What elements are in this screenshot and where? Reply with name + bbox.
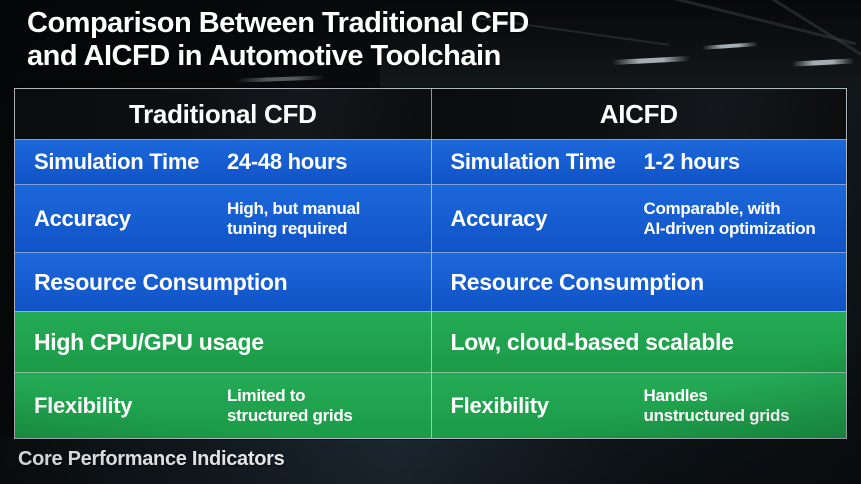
row-value-line1: Limited to: [227, 385, 306, 405]
page-title-line1: Comparison Between Traditional CFD: [27, 7, 529, 39]
row-value-line1: Comparable, with: [643, 198, 781, 218]
row-value: Handles unstructured grids: [644, 386, 847, 426]
row-label: Accuracy: [34, 205, 131, 231]
row-value-line2: structured grids: [227, 405, 353, 425]
cell-aicfd-accuracy: Accuracy Comparable, with AI-driven opti…: [430, 184, 847, 252]
column-header-traditional-cfd: Traditional CFD: [15, 89, 431, 139]
row-value-line1: Handles: [643, 385, 708, 405]
cell-aicfd-resource-consumption: Resource Consumption: [430, 252, 846, 311]
ceiling-light: [235, 75, 327, 83]
row-label: Flexibility: [450, 392, 549, 418]
page-title: Comparison Between Traditional CFD and A…: [27, 7, 529, 73]
row-label: Low, cloud-based scalable: [450, 328, 734, 355]
cell-traditional-resource-consumption: Resource Consumption: [15, 252, 431, 311]
cell-traditional-flexibility: Flexibility Limited to structured grids: [15, 372, 431, 438]
row-value: 1-2 hours: [643, 149, 741, 174]
row-value: Comparable, with AI-driven optimization: [644, 199, 847, 239]
row-value: 24-48 hours: [227, 149, 348, 174]
row-value-line2: tuning required: [227, 218, 348, 238]
column-header-label: AICFD: [599, 98, 678, 129]
row-value-line1: High, but manual: [227, 198, 361, 218]
row-label: Flexibility: [34, 392, 133, 418]
row-label: Resource Consumption: [34, 268, 288, 295]
comparison-table: Traditional CFD AICFD Simulation Time 24…: [14, 88, 847, 439]
cell-aicfd-flexibility: Flexibility Handles unstructured grids: [430, 372, 847, 438]
row-label: Accuracy: [450, 205, 548, 231]
row-value: Limited to structured grids: [227, 386, 431, 426]
cell-aicfd-simulation-time: Simulation Time 1-2 hours: [430, 139, 846, 184]
row-value-line2: unstructured grids: [643, 405, 790, 425]
floor-area: [0, 437, 861, 484]
cell-aicfd-cloud-scalable: Low, cloud-based scalable: [430, 311, 846, 372]
row-label: Resource Consumption: [450, 268, 705, 295]
column-header-label: Traditional CFD: [128, 98, 317, 129]
row-value: High, but manual tuning required: [227, 199, 431, 239]
row-label: Simulation Time: [34, 149, 200, 174]
ceiling-area: [380, 0, 861, 90]
page-title-line2: and AICFD in Automotive Toolchain: [27, 40, 501, 72]
cell-traditional-accuracy: Accuracy High, but manual tuning require…: [15, 184, 431, 252]
column-header-aicfd: AICFD: [430, 89, 846, 139]
row-value-line2: AI-driven optimization: [643, 218, 816, 238]
cell-traditional-simulation-time: Simulation Time 24-48 hours: [15, 139, 431, 184]
row-label: Simulation Time: [450, 149, 616, 174]
cell-traditional-cpu-gpu-usage: High CPU/GPU usage: [15, 311, 431, 372]
row-label: High CPU/GPU usage: [34, 328, 264, 355]
footer-caption: Core Performance Indicators: [18, 448, 285, 470]
